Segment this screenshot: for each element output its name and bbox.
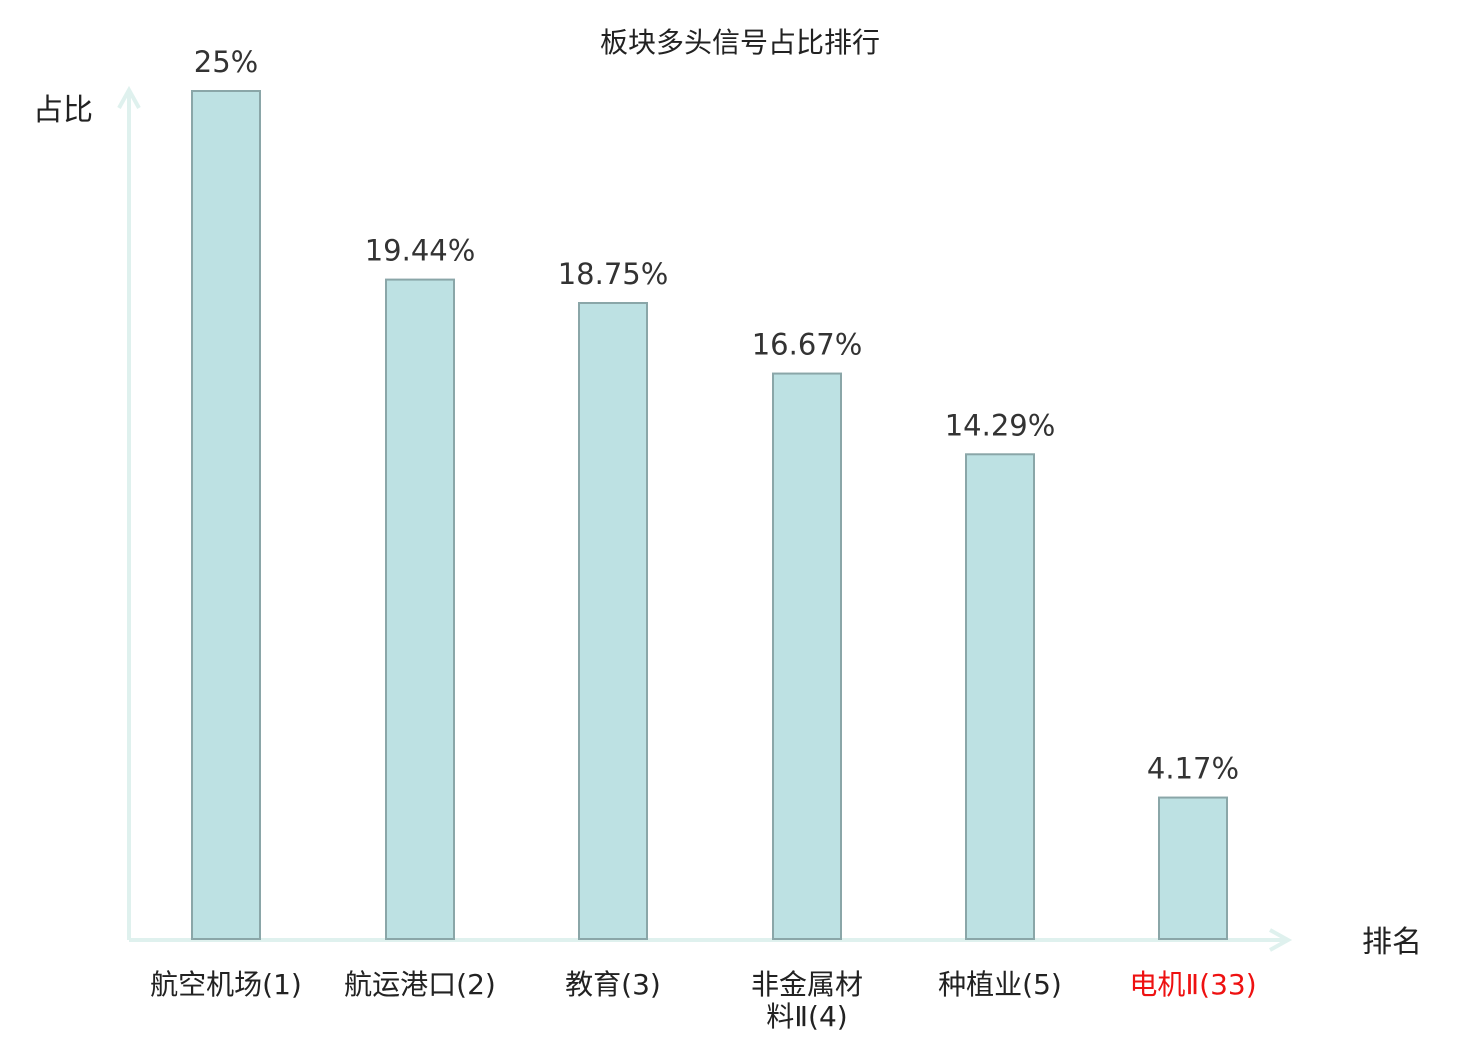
x-tick-label-4-line-2: 料Ⅱ(4) <box>766 1000 847 1033</box>
x-tick-label-2: 航运港口(2) <box>344 968 496 1001</box>
bar-4 <box>772 372 842 940</box>
x-axis-arrow <box>1269 928 1293 952</box>
value-labels-layer: 25% 19.44% 18.75% 16.67% 14.29% 4.17% <box>194 45 1239 786</box>
bar-5 <box>965 453 1035 940</box>
x-axis-label: 排名 <box>1362 925 1422 960</box>
bar-3 <box>578 302 648 940</box>
bars-layer <box>191 90 1228 940</box>
x-tick-label-3: 教育(3) <box>565 968 661 1001</box>
bar-1 <box>191 90 261 940</box>
x-tick-label-1: 航空机场(1) <box>150 968 302 1001</box>
y-axis-label: 占比 <box>33 93 93 128</box>
x-tick-label-4-line-1: 非金属材 <box>751 968 863 1001</box>
bar-6 <box>1158 796 1228 940</box>
chart-title: 板块多头信号占比排行 <box>600 26 880 59</box>
y-axis-arrow <box>117 85 141 109</box>
value-label-2: 19.44% <box>365 234 476 268</box>
value-label-5: 14.29% <box>945 408 1056 442</box>
bar-2 <box>385 278 455 940</box>
x-tick-label-5: 种植业(5) <box>938 968 1062 1001</box>
value-label-6: 4.17% <box>1147 752 1239 786</box>
value-label-1: 25% <box>194 45 258 79</box>
x-tick-label-6: 电机Ⅱ(33) <box>1129 968 1256 1001</box>
value-label-3: 18.75% <box>558 257 669 291</box>
value-label-4: 16.67% <box>752 328 863 362</box>
